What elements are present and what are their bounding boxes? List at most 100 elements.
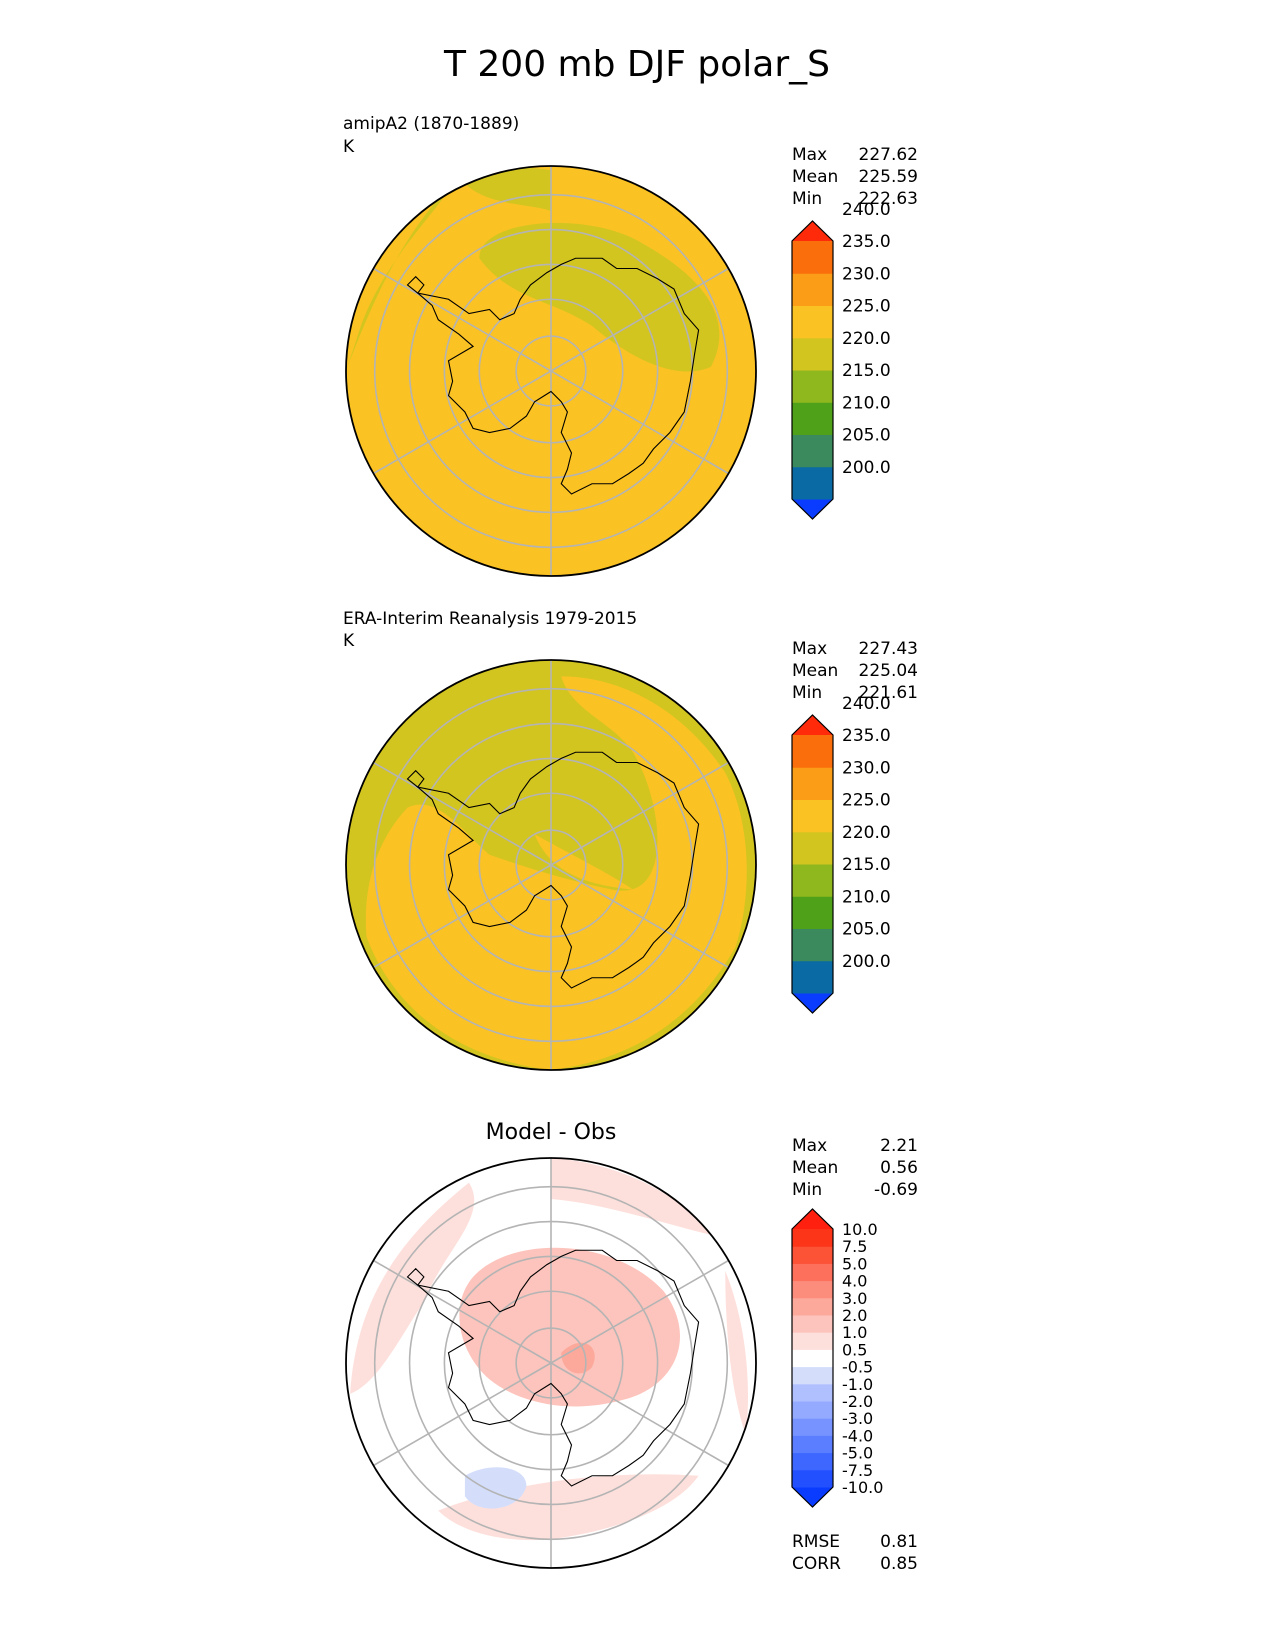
colorbar: -10.0-7.5-5.0-4.0-3.0-2.0-1.0-0.50.51.02…: [791, 1208, 883, 1508]
colorbar-tick-label: -2.0: [842, 1392, 873, 1411]
contour-region: [551, 1158, 749, 1435]
contour-region: [365, 676, 747, 1070]
colorbar-band: [792, 735, 833, 768]
colorbar-band: [792, 767, 833, 800]
colorbar-tick-label: -7.5: [842, 1461, 873, 1480]
colorbar-tick-label: 240.0: [842, 694, 891, 714]
panel-title: Model - Obs: [486, 1120, 617, 1145]
stat-value: 227.43: [859, 639, 918, 659]
stat-value: 221.61: [859, 683, 918, 703]
coastline: [415, 1249, 700, 1487]
colorbar-band: [792, 305, 833, 339]
meridian-gridline: [550, 864, 729, 969]
colorbar-band: [792, 1366, 833, 1385]
colorbar-tick-label: 230.0: [842, 264, 891, 284]
meridian-gridline: [373, 267, 552, 372]
colorbar-extend-min: [792, 1487, 833, 1507]
map-field: [346, 660, 756, 1070]
stat-label: Min: [792, 1180, 822, 1200]
stat-value: 2.21: [880, 1136, 918, 1156]
stat-label: Mean: [792, 167, 838, 187]
colorbar-tick-label: 230.0: [842, 758, 891, 778]
coastline: [415, 751, 700, 989]
contour-region: [479, 222, 720, 372]
stat-label: Max: [792, 145, 827, 165]
colorbar-extend-max: [792, 715, 833, 735]
colorbar-band: [792, 864, 833, 897]
meridian-gridline: [550, 267, 729, 372]
colorbar-tick-label: 215.0: [842, 855, 891, 875]
colorbar-tick-label: 225.0: [842, 791, 891, 811]
colorbar-tick-label: 225.0: [842, 297, 891, 317]
meridian-gridline: [550, 1259, 729, 1364]
colorbar-band: [792, 1280, 833, 1299]
colorbar: 200.0 205.0 210.0 215.0 220.0 225.0 230.0 235.0…: [791, 200, 891, 520]
colorbar-tick-label: 240.0: [842, 200, 891, 220]
colorbar-tick-label: 205.0: [842, 920, 891, 940]
coastline-island: [406, 769, 425, 788]
stat-label: Mean: [792, 1158, 838, 1178]
colorbar-outline: [791, 220, 834, 520]
colorbar-band: [792, 1383, 833, 1402]
colorbar-band: [792, 273, 833, 306]
colorbar-tick-label: 235.0: [842, 232, 891, 252]
stat-label: Min: [792, 189, 822, 209]
map-field: [346, 166, 756, 576]
panel-units: K: [343, 137, 355, 157]
colorbar-extend-min: [792, 499, 833, 519]
meridian-gridline: [550, 370, 729, 475]
colorbar-band: [792, 1229, 833, 1247]
colorbar-tick-label: -10.0: [842, 1478, 883, 1497]
colorbar-band: [792, 1315, 833, 1333]
stat-label: Max: [792, 1136, 827, 1156]
figure-title: T 200 mb DJF polar_S: [443, 44, 830, 85]
stat-value: 225.04: [859, 661, 918, 681]
colorbar-tick-label: 220.0: [842, 823, 891, 843]
metric-label: RMSE: [792, 1532, 840, 1552]
meridian-gridline: [550, 1362, 729, 1467]
colorbar-tick-label: 5.0: [842, 1254, 867, 1273]
panel-title: amipA2 (1870-1889): [343, 114, 519, 134]
metric-label: CORR: [792, 1554, 841, 1574]
stat-label: Min: [792, 683, 822, 703]
colorbar-band: [792, 1401, 833, 1419]
colorbar-outline: [791, 1208, 834, 1508]
colorbar-tick-label: 1.0: [842, 1323, 867, 1342]
colorbar-band: [792, 241, 833, 274]
colorbar-band: [792, 831, 833, 865]
colorbar: 200.0 205.0 210.0 215.0 220.0 225.0 230.0 235.0…: [791, 694, 891, 1014]
meridian-gridline: [373, 1259, 552, 1364]
stat-value: 225.59: [859, 167, 918, 187]
colorbar-band: [792, 928, 833, 962]
map-border: [345, 1157, 757, 1569]
colorbar-tick-label: 235.0: [842, 726, 891, 746]
colorbar-tick-label: 2.0: [842, 1306, 867, 1325]
stat-value: -0.69: [874, 1180, 918, 1200]
metric-value: 0.85: [880, 1554, 918, 1574]
contour-region: [438, 1474, 699, 1541]
colorbar-band: [792, 1246, 833, 1264]
colorbar-tick-label: 215.0: [842, 361, 891, 381]
map-border: [345, 659, 757, 1071]
colorbar-outline: [791, 714, 834, 1014]
colorbar-band: [792, 337, 833, 371]
colorbar-tick-label: 7.5: [842, 1237, 867, 1256]
meridian-gridline: [373, 1362, 552, 1467]
colorbar-tick-label: 200.0: [842, 952, 891, 972]
colorbar-band: [792, 799, 833, 833]
colorbar-tick-label: -0.5: [842, 1358, 873, 1377]
colorbar-tick-label: -3.0: [842, 1409, 873, 1428]
panel-units: K: [343, 631, 355, 651]
colorbar-extend-min: [792, 993, 833, 1013]
panel-title: ERA-Interim Reanalysis 1979-2015: [343, 609, 637, 629]
colorbar-tick-label: 0.5: [842, 1340, 867, 1359]
contour-region: [459, 1247, 681, 1407]
colorbar-band: [792, 1349, 833, 1368]
metric-value: 0.81: [880, 1532, 918, 1552]
stat-label: Mean: [792, 661, 838, 681]
colorbar-tick-label: 210.0: [842, 887, 891, 907]
stat-value: 227.62: [859, 145, 918, 165]
colorbar-band: [792, 1435, 833, 1454]
